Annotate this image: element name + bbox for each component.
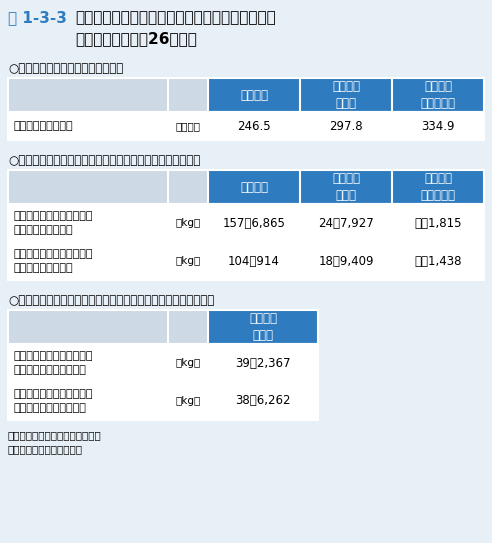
Bar [300, 112, 392, 140]
Bar [8, 310, 168, 344]
Bar [300, 242, 392, 280]
Bar [392, 204, 484, 242]
Bar [8, 204, 168, 242]
Text: 39万2,367: 39万2,367 [235, 357, 291, 369]
Text: 洗濯機・
衣類乾燥機: 洗濯機・ 衣類乾燥機 [421, 80, 456, 110]
Text: 【kg】: 【kg】 [175, 396, 201, 406]
Text: 冷媒として使用されていた
フロン類の回収重量: 冷媒として使用されていた フロン類の回収重量 [13, 211, 92, 235]
Bar [168, 112, 208, 140]
Text: エアコン: エアコン [240, 180, 268, 193]
Text: 洗濯機・
衣類乾燥機: 洗濯機・ 衣類乾燥機 [421, 172, 456, 202]
Text: 【万台】: 【万台】 [176, 121, 201, 131]
Bar [300, 78, 392, 112]
Bar [392, 78, 484, 112]
Text: ○断熱材に含まれる液化回収したフロン類の回収重量、破壊重量: ○断熱材に含まれる液化回収したフロン類の回収重量、破壊重量 [8, 294, 214, 307]
Text: 再商品化等処理台数: 再商品化等処理台数 [13, 121, 73, 131]
Text: 18万9,409: 18万9,409 [318, 255, 374, 268]
Bar [208, 78, 300, 112]
Bar [392, 242, 484, 280]
Bar [208, 242, 300, 280]
Text: 334.9: 334.9 [421, 119, 455, 132]
Bar [168, 382, 208, 420]
Bar [208, 112, 300, 140]
Bar [168, 78, 208, 112]
Text: 冷蔵庫・
冷凍庫: 冷蔵庫・ 冷凍庫 [332, 80, 360, 110]
Bar [208, 170, 300, 204]
Bar [168, 170, 208, 204]
Text: 断熱材に含まれる液化回収
したフロン類の破壊重量: 断熱材に含まれる液化回収 したフロン類の破壊重量 [13, 389, 92, 413]
Bar [168, 204, 208, 242]
Text: 断熱材に含まれる液化回収
したフロン類の回収重量: 断熱材に含まれる液化回収 したフロン類の回収重量 [13, 351, 92, 375]
Text: 注：値は全て小数点以下を切捨て: 注：値は全て小数点以下を切捨て [8, 430, 102, 440]
Text: 表 1-3-3: 表 1-3-3 [8, 10, 67, 25]
Text: 資料：環境省、経済産業省: 資料：環境省、経済産業省 [8, 444, 83, 454]
Bar [8, 78, 168, 112]
Bar [168, 310, 208, 344]
Text: １万1,438: １万1,438 [414, 255, 462, 268]
Bar [8, 382, 168, 420]
Text: 297.8: 297.8 [329, 119, 363, 132]
Text: 冷媒として使用されていた
フロン類の破壊重量: 冷媒として使用されていた フロン類の破壊重量 [13, 249, 92, 273]
Bar [208, 382, 318, 420]
Bar [208, 310, 318, 344]
Bar [392, 170, 484, 204]
Bar [300, 204, 392, 242]
Text: 104万914: 104万914 [228, 255, 280, 268]
Bar [8, 344, 168, 382]
Text: 157万6,865: 157万6,865 [222, 217, 285, 230]
Text: 【kg】: 【kg】 [175, 218, 201, 228]
Bar [300, 170, 392, 204]
Bar [8, 170, 168, 204]
Text: 冷蔵庫・
冷凍庫: 冷蔵庫・ 冷凍庫 [249, 312, 277, 342]
Bar [8, 242, 168, 280]
Bar [392, 112, 484, 140]
Text: 【kg】: 【kg】 [175, 256, 201, 266]
Bar [168, 344, 208, 382]
Text: エアコン: エアコン [240, 89, 268, 102]
Text: 24万7,927: 24万7,927 [318, 217, 374, 230]
Text: 冷蔵庫・
冷凍庫: 冷蔵庫・ 冷凍庫 [332, 172, 360, 202]
Text: １万1,815: １万1,815 [414, 217, 462, 230]
Text: 家電リサイクル法対象製品からのフロン類の回収
量・破壊量（平成26年度）: 家電リサイクル法対象製品からのフロン類の回収 量・破壊量（平成26年度） [75, 10, 276, 46]
Bar [168, 242, 208, 280]
Text: ○廃家電４品目の再商品化実施状況: ○廃家電４品目の再商品化実施状況 [8, 62, 123, 75]
Text: ○冷媒として使用されていたフロン類の回収重量、破壊重量: ○冷媒として使用されていたフロン類の回収重量、破壊重量 [8, 154, 200, 167]
Text: 【kg】: 【kg】 [175, 358, 201, 368]
Text: 38万6,262: 38万6,262 [235, 395, 291, 407]
Bar [8, 112, 168, 140]
Bar [208, 204, 300, 242]
Text: 246.5: 246.5 [237, 119, 271, 132]
Bar [208, 344, 318, 382]
